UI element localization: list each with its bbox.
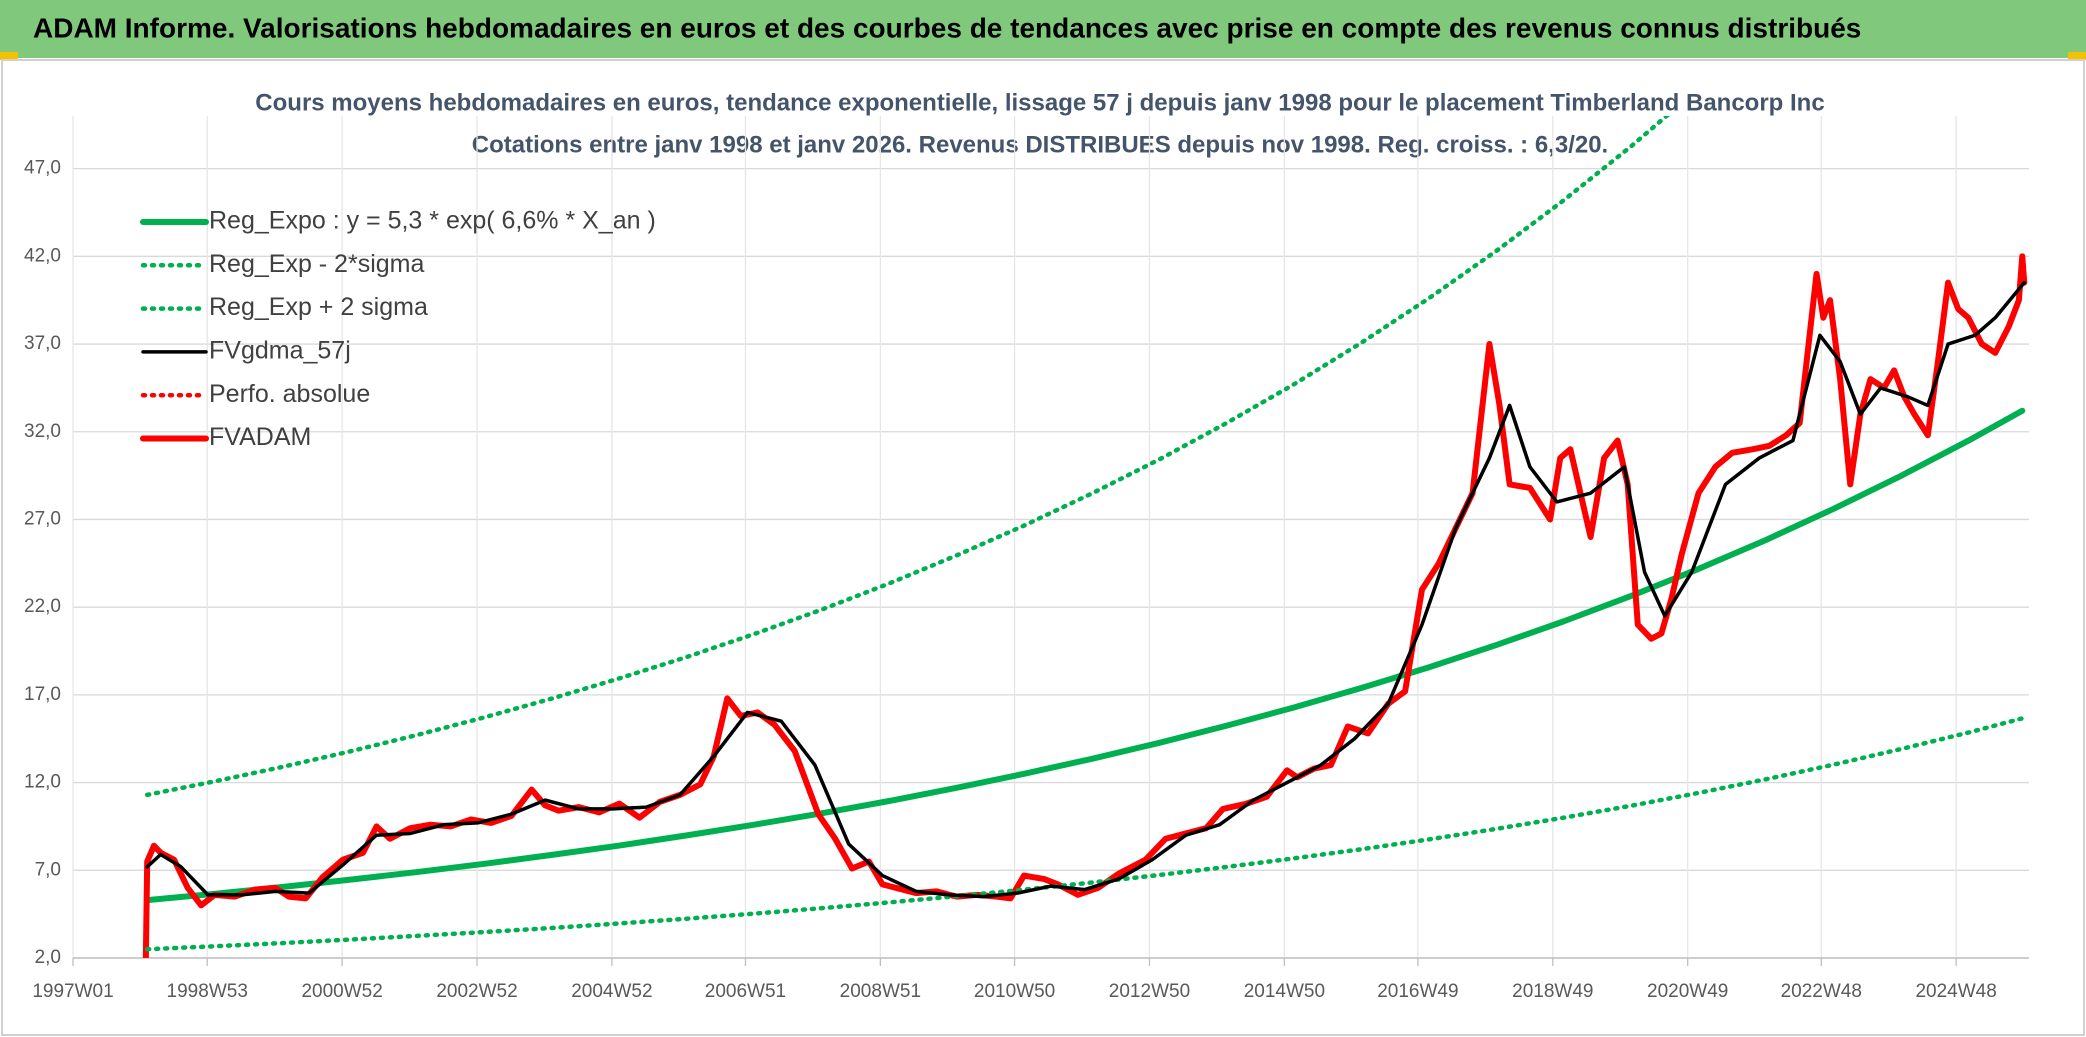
y-tick-label: 27,0 bbox=[24, 508, 61, 529]
header-band bbox=[0, 0, 2086, 58]
series-line bbox=[144, 716, 2025, 952]
y-tick-label: 22,0 bbox=[24, 596, 61, 617]
series-line bbox=[144, 407, 2026, 904]
y-tick-label: 37,0 bbox=[24, 333, 61, 354]
y-tick-label: 7,0 bbox=[35, 859, 61, 880]
x-tick-label: 2008W51 bbox=[840, 981, 921, 1002]
x-tick-label: 2024W48 bbox=[1915, 981, 1996, 1002]
x-tick-label: 2012W50 bbox=[1109, 981, 1190, 1002]
legend-label: Perfo. absolue bbox=[209, 380, 370, 408]
legend-label: FVgdma_57j bbox=[209, 337, 351, 365]
x-tick-label: 2010W50 bbox=[974, 981, 1055, 1002]
chart-subtitle: Cotations entre janv 1998 et janv 2026. … bbox=[472, 131, 1608, 158]
y-tick-label: 12,0 bbox=[24, 772, 61, 793]
chart-frame bbox=[1, 59, 2085, 1036]
corner-mark bbox=[2068, 52, 2086, 60]
legend-label: FVADAM bbox=[209, 423, 311, 451]
y-tick-label: 47,0 bbox=[24, 158, 61, 179]
x-tick-label: 2004W52 bbox=[571, 981, 652, 1002]
x-tick-label: 2006W51 bbox=[705, 981, 786, 1002]
x-tick-label: 1998W53 bbox=[167, 981, 248, 1002]
y-tick-label: 42,0 bbox=[24, 245, 61, 266]
legend-label: Reg_Expo : y = 5,3 * exp( 6,6% * X_an ) bbox=[209, 207, 656, 235]
y-tick-label: 17,0 bbox=[24, 684, 61, 705]
header-title: ADAM Informe. Valorisations hebdomadaire… bbox=[33, 12, 1861, 43]
x-tick-label: 2022W48 bbox=[1781, 981, 1862, 1002]
x-tick-label: 2000W52 bbox=[301, 981, 382, 1002]
y-tick-label: 2,0 bbox=[35, 947, 61, 968]
x-tick-label: 2018W49 bbox=[1512, 981, 1593, 1002]
corner-mark bbox=[0, 52, 18, 60]
legend-label: Reg_Exp - 2*sigma bbox=[209, 250, 424, 278]
chart-title: Cours moyens hebdomadaires en euros, ten… bbox=[255, 89, 1824, 116]
y-tick-label: 32,0 bbox=[24, 421, 61, 442]
x-tick-label: 2002W52 bbox=[436, 981, 517, 1002]
x-tick-label: 2016W49 bbox=[1377, 981, 1458, 1002]
x-tick-label: 2014W50 bbox=[1244, 981, 1325, 1002]
legend-label: Reg_Exp + 2 sigma bbox=[209, 293, 428, 321]
series-line bbox=[144, 116, 1670, 798]
x-tick-label: 2020W49 bbox=[1647, 981, 1728, 1002]
series-line bbox=[145, 280, 2027, 899]
x-tick-label: 1997W01 bbox=[32, 981, 113, 1002]
